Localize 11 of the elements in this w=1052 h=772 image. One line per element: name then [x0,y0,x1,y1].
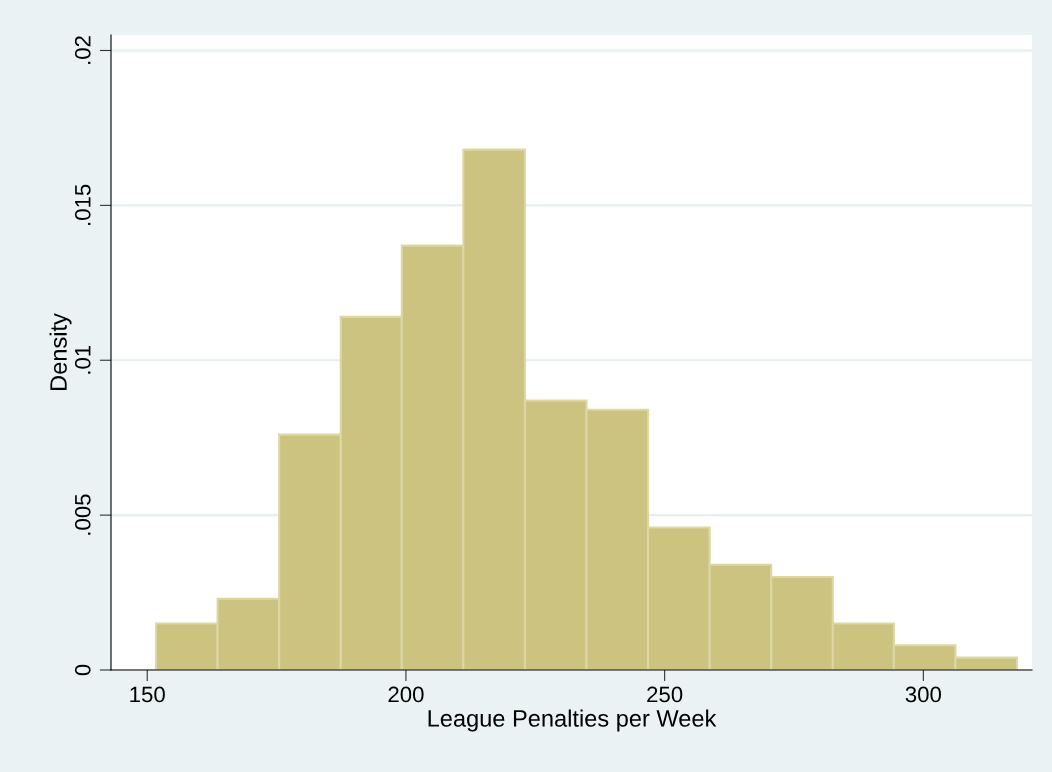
x-tick-label: 250 [647,686,683,703]
y-tick-label: .02 [74,36,91,64]
y-tick-label: 0 [74,664,91,676]
x-tick-label: 150 [130,686,165,703]
y-tick-label: .01 [74,345,91,374]
y-axis-title: Density [49,313,72,390]
y-tick-label: .005 [74,494,91,535]
x-tick-label: 200 [388,686,424,703]
x-axis-title: League Penalties per Week [428,709,717,732]
y-tick-label: .015 [74,184,91,225]
x-tick-label: 300 [905,686,942,703]
